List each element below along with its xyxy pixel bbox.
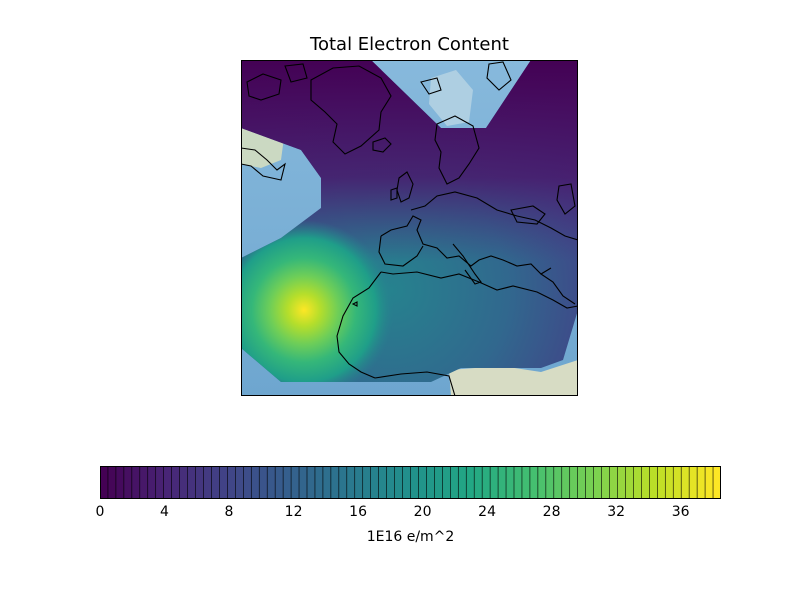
colorbar-segment xyxy=(219,466,227,499)
colorbar-segment xyxy=(259,466,267,499)
colorbar-segment xyxy=(705,466,713,499)
colorbar-segment xyxy=(403,466,411,499)
colorbar-segment xyxy=(108,466,116,499)
colorbar-segment xyxy=(546,466,554,499)
colorbar-segment xyxy=(363,466,371,499)
chart-title: Total Electron Content xyxy=(241,34,578,55)
colorbar-segment xyxy=(299,466,307,499)
colorbar-segment xyxy=(235,466,243,499)
colorbar-segment xyxy=(434,466,442,499)
colorbar-segment xyxy=(188,466,196,499)
colorbar-segment xyxy=(681,466,689,499)
colorbar-segment xyxy=(610,466,618,499)
colorbar-segment xyxy=(442,466,450,499)
colorbar-segment xyxy=(267,466,275,499)
map-panel xyxy=(241,60,578,396)
colorbar-segment xyxy=(196,466,204,499)
colorbar-segment xyxy=(418,466,426,499)
colorbar-segment xyxy=(657,466,665,499)
colorbar-segment xyxy=(633,466,641,499)
colorbar-tick-label: 12 xyxy=(285,504,303,520)
colorbar-svg xyxy=(100,466,721,499)
colorbar-tick-label: 0 xyxy=(96,504,105,520)
colorbar-segment xyxy=(594,466,602,499)
colorbar-segment xyxy=(379,466,387,499)
colorbar-segment xyxy=(347,466,355,499)
colorbar-segment xyxy=(498,466,506,499)
colorbar-tick-label: 36 xyxy=(672,504,690,520)
colorbar-tick-label: 4 xyxy=(160,504,169,520)
colorbar-segment xyxy=(251,466,259,499)
colorbar-segment xyxy=(211,466,219,499)
colorbar-segment xyxy=(697,466,705,499)
colorbar-segment xyxy=(522,466,530,499)
colorbar-segment xyxy=(371,466,379,499)
colorbar-segment xyxy=(355,466,363,499)
colorbar-segment xyxy=(578,466,586,499)
colorbar-label: 1E16 e/m^2 xyxy=(100,529,721,545)
colorbar-segment xyxy=(570,466,578,499)
colorbar-segment xyxy=(331,466,339,499)
colorbar-segment xyxy=(132,466,140,499)
colorbar-tick-label: 16 xyxy=(349,504,367,520)
colorbar-tick-label: 28 xyxy=(543,504,561,520)
colorbar-segment xyxy=(172,466,180,499)
colorbar-segment xyxy=(458,466,466,499)
colorbar-segment xyxy=(411,466,419,499)
colorbar-segment xyxy=(618,466,626,499)
colorbar-segment xyxy=(164,466,172,499)
colorbar-segment xyxy=(426,466,434,499)
colorbar-segment xyxy=(387,466,395,499)
colorbar-segment xyxy=(482,466,490,499)
colorbar-segment xyxy=(100,466,108,499)
colorbar-segment xyxy=(641,466,649,499)
colorbar-segment xyxy=(586,466,594,499)
colorbar-segment xyxy=(490,466,498,499)
colorbar-segment xyxy=(339,466,347,499)
colorbar-segment xyxy=(625,466,633,499)
colorbar-segment xyxy=(156,466,164,499)
colorbar-segment xyxy=(204,466,212,499)
colorbar-segment xyxy=(466,466,474,499)
colorbar-segment xyxy=(673,466,681,499)
colorbar-tick-label: 32 xyxy=(607,504,625,520)
colorbar-segment xyxy=(649,466,657,499)
colorbar-segment xyxy=(148,466,156,499)
colorbar-segment xyxy=(323,466,331,499)
colorbar-segment xyxy=(315,466,323,499)
colorbar-tick-label: 20 xyxy=(414,504,432,520)
map-svg xyxy=(241,60,578,396)
colorbar-segment xyxy=(307,466,315,499)
colorbar-segment xyxy=(562,466,570,499)
colorbar-segment xyxy=(689,466,697,499)
colorbar-segment xyxy=(180,466,188,499)
colorbar-segment xyxy=(506,466,514,499)
colorbar-segment xyxy=(538,466,546,499)
colorbar-segment xyxy=(665,466,673,499)
colorbar-segment xyxy=(514,466,522,499)
colorbar-segment xyxy=(243,466,251,499)
colorbar-segment xyxy=(227,466,235,499)
colorbar-segment xyxy=(450,466,458,499)
colorbar-segment xyxy=(474,466,482,499)
colorbar-segment xyxy=(554,466,562,499)
colorbar-segment xyxy=(713,466,721,499)
colorbar-segment xyxy=(283,466,291,499)
colorbar-segment xyxy=(124,466,132,499)
colorbar-segment xyxy=(395,466,403,499)
colorbar-segment xyxy=(291,466,299,499)
colorbar-segment xyxy=(116,466,124,499)
colorbar-segment xyxy=(140,466,148,499)
colorbar-tick-label: 8 xyxy=(225,504,234,520)
colorbar-segment xyxy=(530,466,538,499)
colorbar-tick-label: 24 xyxy=(478,504,496,520)
colorbar xyxy=(100,466,721,499)
colorbar-segment xyxy=(602,466,610,499)
colorbar-segment xyxy=(275,466,283,499)
